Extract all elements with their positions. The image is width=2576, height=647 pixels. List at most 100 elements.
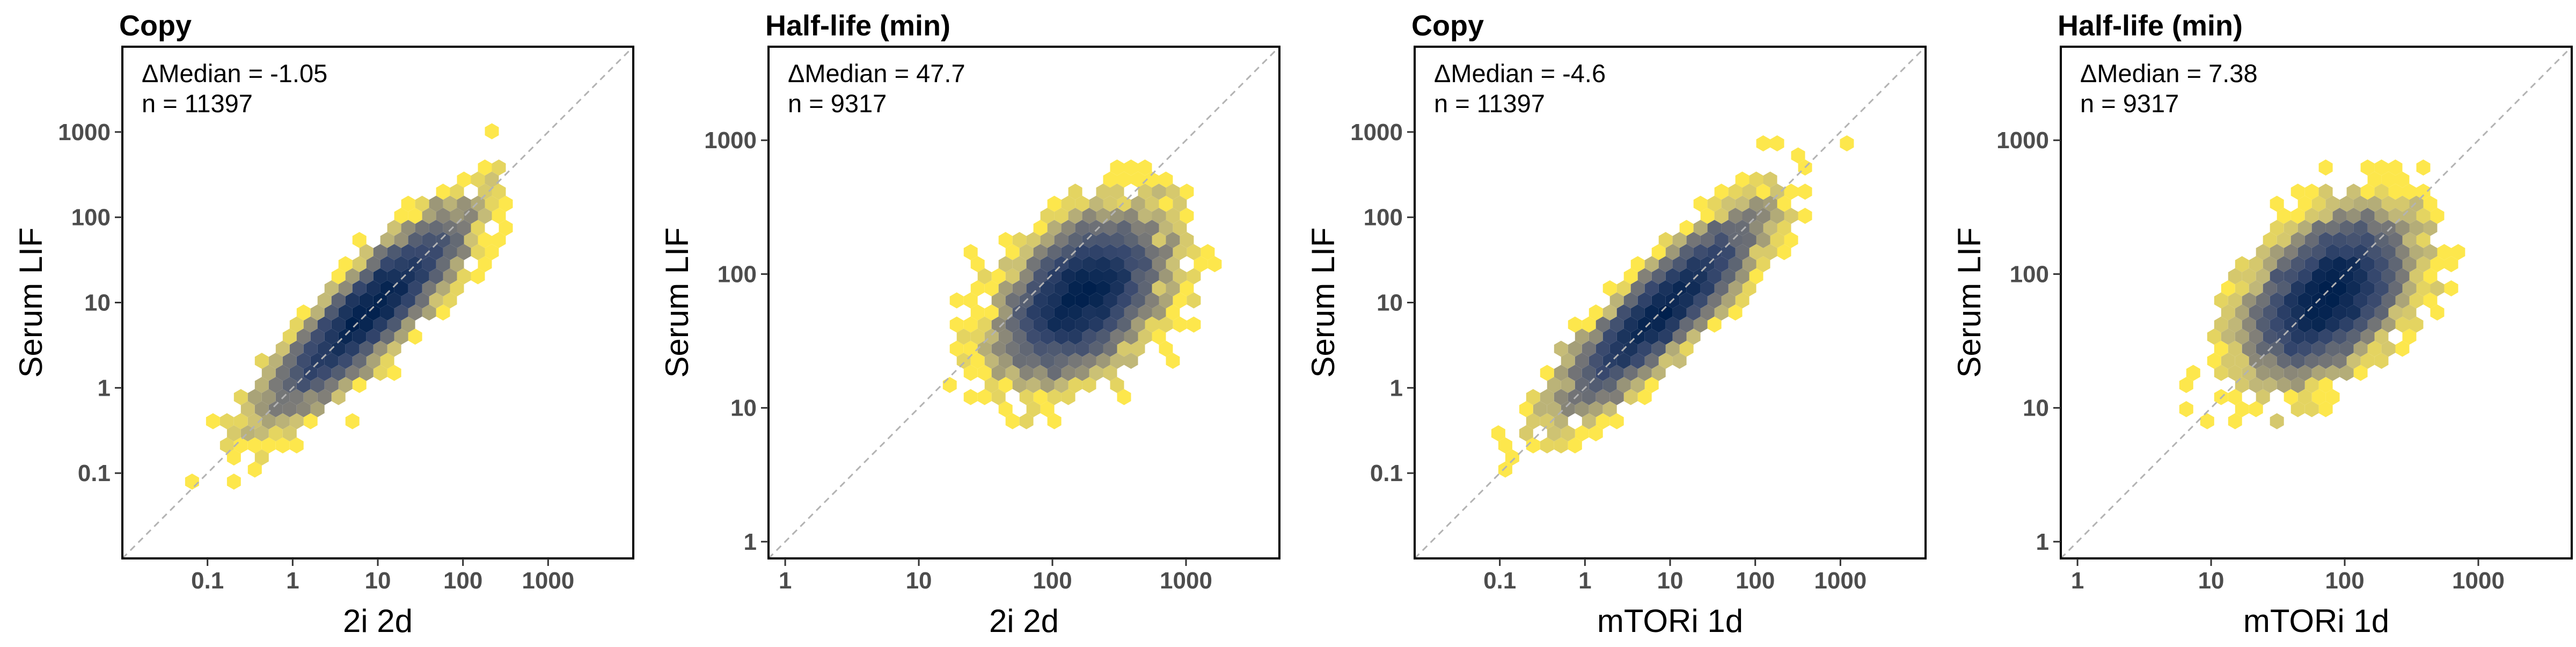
- hexbin-cell: [1798, 208, 1812, 224]
- hexbin-cell: [1630, 304, 1645, 321]
- hexbin-cell: [1075, 292, 1089, 309]
- x-tick-label: 100: [1736, 568, 1775, 594]
- hexbin-cell: [443, 195, 457, 212]
- hexbin-cell: [2290, 401, 2305, 417]
- hexbin-cell: [303, 413, 318, 430]
- y-tick-label: 10: [1377, 290, 1403, 316]
- hexbin-cell: [2235, 304, 2249, 321]
- hexbin-cell: [338, 304, 353, 321]
- hexbin-cell: [2242, 365, 2256, 381]
- hexbin-cell: [1770, 208, 1784, 224]
- hexbin-cell: [1644, 280, 1659, 296]
- hexbin-cell: [2228, 340, 2242, 357]
- hexbin-cell: [2381, 171, 2396, 188]
- hexbin-cell: [1033, 340, 1048, 357]
- hexbin-cell: [1665, 340, 1680, 357]
- hexbin-cell: [1173, 195, 1187, 212]
- hexbin-cell: [1672, 280, 1687, 296]
- hexbin-cell: [1026, 304, 1041, 321]
- hexbin-cell: [2416, 184, 2431, 200]
- hexbin-cell: [352, 256, 367, 272]
- hexbin-cell: [2311, 389, 2326, 405]
- hexbin-cell: [1728, 232, 1743, 248]
- hexbin-cell: [2374, 329, 2389, 345]
- hexbin-cell: [2270, 244, 2284, 260]
- hexbin-cell: [1019, 268, 1034, 285]
- hexbin-cell: [1714, 232, 1729, 248]
- plot-area: [122, 47, 633, 558]
- x-tick-label: 1000: [2452, 568, 2505, 594]
- x-tick-label: 100: [1033, 568, 1072, 594]
- y-axis-title: Serum LIF: [659, 227, 695, 377]
- hexbin-cell: [1784, 208, 1798, 224]
- hexbin-cell: [275, 365, 290, 381]
- hexbin-cell: [1159, 220, 1173, 236]
- x-tick-label: 0.1: [191, 568, 224, 594]
- hexbin-cell: [1159, 292, 1173, 309]
- hexbin-cell: [1770, 232, 1784, 248]
- hexbin-cell: [345, 413, 360, 430]
- hexbin-cell: [352, 353, 367, 369]
- hexbin-cell: [443, 220, 457, 236]
- hexbin-cell: [2311, 244, 2326, 260]
- hexbin-cell: [2416, 159, 2431, 176]
- hexbin-cell: [303, 340, 318, 357]
- hexbin-cell: [2332, 329, 2347, 345]
- hexbin-cell: [359, 340, 374, 357]
- hexbin-cell: [1742, 232, 1757, 248]
- hexbin-cell: [401, 244, 415, 260]
- hexbin-cell: [2402, 329, 2417, 345]
- hexbin-cell: [2235, 329, 2249, 345]
- hexbin-cell: [254, 449, 269, 466]
- hexbin-cell: [1068, 329, 1082, 345]
- hexbin-cell: [1609, 316, 1624, 333]
- hexbin-cell: [1103, 268, 1117, 285]
- hexbin-cell: [492, 232, 506, 248]
- hexbin-cell: [1019, 413, 1034, 430]
- hexbin-cell: [1131, 316, 1145, 333]
- hexbin-cell: [2270, 292, 2284, 309]
- hexbin-cell: [1089, 340, 1103, 357]
- hexbin-cell: [2297, 365, 2312, 381]
- hexbin-cell: [1047, 316, 1062, 333]
- y-tick-label: 0.1: [78, 460, 111, 486]
- hexbin-cell: [2277, 329, 2291, 345]
- hexbin-cell: [268, 401, 283, 417]
- hexbin-cell: [1124, 256, 1138, 272]
- hexbin-cell: [1533, 401, 1547, 417]
- identity-line: [2061, 47, 2572, 558]
- hexbin-cell: [2277, 208, 2291, 224]
- hexbin-cell: [2263, 353, 2277, 369]
- hexbin-cell: [254, 377, 269, 393]
- plot-area: [1415, 47, 1926, 558]
- hexbin-cell: [1540, 413, 1554, 430]
- hexbin-cell: [345, 340, 360, 357]
- hexbin-cell: [233, 413, 248, 430]
- hexbin-cell: [366, 353, 380, 369]
- hexbin-cell: [443, 292, 457, 309]
- plot-area: [2061, 47, 2572, 558]
- hexbin-cell: [2242, 292, 2256, 309]
- hexbin-cell: [1180, 232, 1194, 248]
- hexbin-cell: [2339, 316, 2354, 333]
- hexbin-cell: [1138, 280, 1152, 296]
- hexbin-cell: [1679, 244, 1694, 260]
- hexbin-cell: [345, 292, 360, 309]
- hexbin-cell: [1602, 353, 1617, 369]
- hexbin-cell: [2249, 280, 2263, 296]
- hexbin-cell: [436, 256, 450, 272]
- hexbin-cell: [478, 232, 492, 248]
- hexbin-cell: [2360, 329, 2375, 345]
- hexbin-cell: [2339, 292, 2354, 309]
- hexbin-cell: [2304, 208, 2319, 224]
- x-tick-label: 1000: [1814, 568, 1867, 594]
- hexbin-cell: [1637, 316, 1652, 333]
- hexbin-cell: [261, 365, 276, 381]
- hexbin-cell: [2256, 268, 2270, 285]
- hexbin-cell: [352, 377, 367, 393]
- hexbin-cell: [1131, 220, 1145, 236]
- hexbin-cell: [998, 401, 1013, 417]
- hexbin-cell: [1575, 425, 1589, 441]
- hexbin-cell: [977, 316, 992, 333]
- hexbin-cell: [254, 401, 269, 417]
